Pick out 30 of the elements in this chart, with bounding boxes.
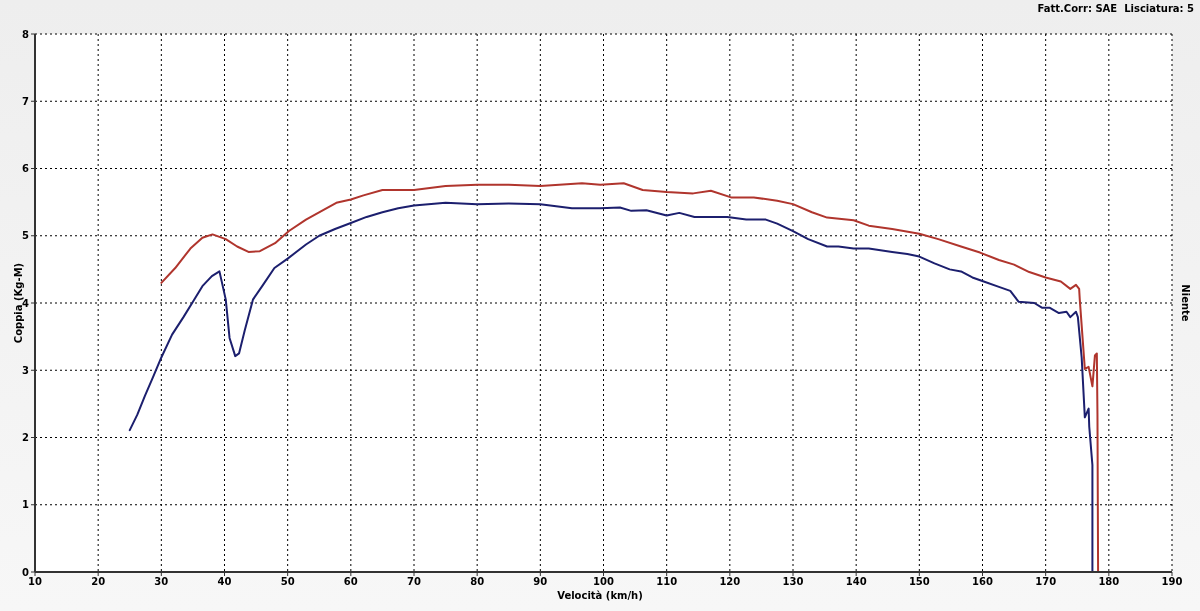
- x-tick-label: 100: [593, 576, 614, 588]
- x-tick-label: 70: [407, 576, 421, 588]
- x-tick-label: 190: [1161, 576, 1183, 588]
- x-tick-label: 150: [908, 576, 930, 588]
- y-tick-label: 6: [22, 163, 30, 175]
- x-tick-label: 170: [1035, 576, 1057, 588]
- text: Fatt.Corr: SAE Lisciatura: 5: [1037, 3, 1194, 14]
- x-axis-title: Velocità (km/h): [556, 590, 644, 601]
- x-tick-label: 140: [845, 576, 867, 588]
- x-tick-label: 10: [28, 576, 42, 588]
- x-tick-label: 110: [656, 576, 678, 588]
- y-tick-label: 0: [22, 566, 30, 578]
- y-tick-label: 3: [22, 364, 30, 376]
- y-tick-label: 1: [22, 499, 30, 511]
- y-tick-label: 7: [22, 95, 30, 107]
- x-tick-label: 130: [782, 576, 804, 588]
- x-tick-label: 90: [533, 576, 548, 588]
- y2-axis-title: Niente: [1179, 284, 1191, 322]
- y-tick-label: 5: [22, 230, 30, 242]
- x-tick-label: 60: [343, 576, 358, 588]
- x-tick-label: 20: [91, 576, 106, 588]
- y-tick-label: 8: [22, 28, 30, 40]
- y-tick-label: 2: [22, 432, 30, 444]
- x-tick-label: 180: [1098, 576, 1120, 588]
- x-tick-label: 30: [154, 576, 169, 588]
- x-tick-label: 160: [972, 576, 993, 588]
- x-tick-label: 80: [470, 576, 485, 588]
- x-tick-label: 120: [719, 576, 741, 588]
- x-tick-label: 50: [280, 576, 295, 588]
- x-tick-label: 40: [217, 576, 232, 588]
